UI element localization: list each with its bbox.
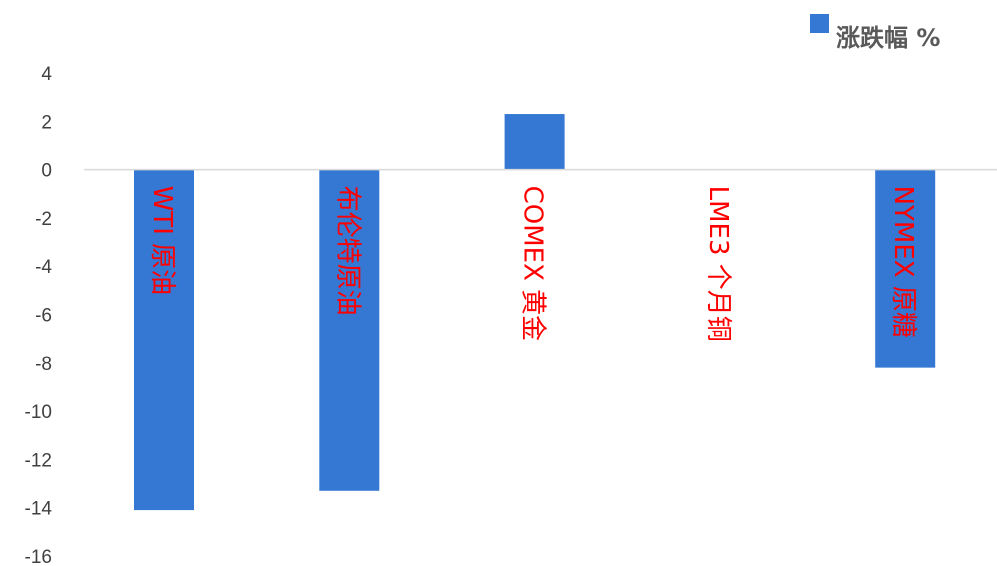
bar	[319, 169, 380, 491]
y-tick-label: -12	[25, 450, 52, 471]
y-tick-label: -10	[25, 402, 52, 423]
category-label: WTI 原油	[147, 186, 177, 296]
y-tick-label: -2	[35, 209, 52, 230]
bars	[134, 114, 936, 511]
bar	[134, 169, 194, 511]
category-labels: WTI 原油 布伦特原油 COMEX 黄金 LME3 个月铜 NYMEX 原糖	[147, 186, 918, 342]
legend-swatch	[810, 14, 829, 33]
y-axis-ticks: 4 2 0 -2 -4 -6 -8 -10 -12 -14 -16	[25, 64, 53, 566]
y-tick-label: 4	[41, 64, 52, 85]
category-label: LME3 个月铜	[703, 186, 733, 342]
y-tick-label: -14	[25, 499, 53, 520]
y-tick-label: -6	[35, 306, 52, 327]
y-tick-label: 2	[41, 112, 52, 133]
category-label: NYMEX 原糖	[888, 186, 918, 338]
category-label: COMEX 黄金	[518, 186, 548, 342]
y-tick-label: 0	[41, 161, 52, 182]
y-tick-label: -4	[35, 257, 52, 278]
bar	[875, 169, 936, 368]
bar	[504, 114, 565, 170]
category-label: 布伦特原油	[332, 186, 362, 316]
y-tick-label: -16	[25, 547, 52, 566]
legend-label: 涨跌幅 %	[836, 24, 940, 52]
y-tick-label: -8	[35, 354, 52, 375]
legend: 涨跌幅 %	[810, 14, 940, 52]
